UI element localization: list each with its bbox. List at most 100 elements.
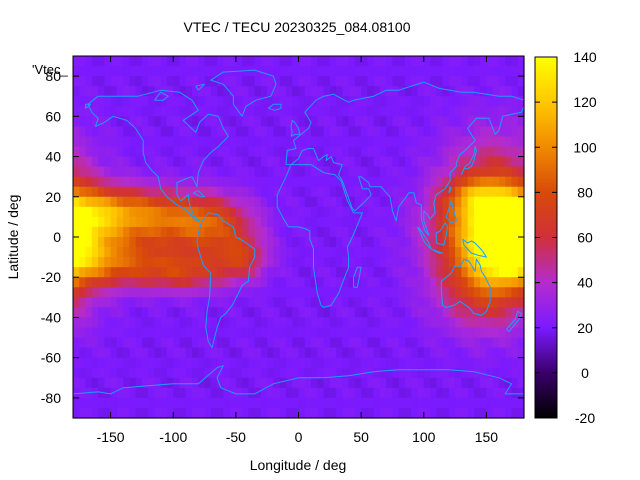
heatmap-cell xyxy=(166,347,174,359)
heatmap-cell xyxy=(473,186,481,198)
heatmap-cell xyxy=(79,106,87,117)
heatmap-cell xyxy=(204,106,212,117)
heatmap-cell xyxy=(348,206,356,218)
heatmap-cell xyxy=(411,86,419,97)
heatmap-cell xyxy=(210,186,218,198)
heatmap-cell xyxy=(73,136,80,148)
heatmap-cell xyxy=(430,76,437,87)
heatmap-cell xyxy=(467,357,475,369)
heatmap-cell xyxy=(98,387,105,399)
heatmap-cell xyxy=(430,287,437,298)
heatmap-cell xyxy=(192,327,199,339)
heatmap-cell xyxy=(254,186,262,198)
heatmap-cell xyxy=(267,267,275,278)
heatmap-cell xyxy=(248,337,256,349)
heatmap-cell xyxy=(342,307,350,319)
heatmap-cell xyxy=(279,206,287,218)
heatmap-cell xyxy=(192,247,199,258)
heatmap-cell xyxy=(85,186,93,198)
heatmap-cell xyxy=(166,367,174,379)
heatmap-cell xyxy=(254,176,262,188)
heatmap-cell xyxy=(323,317,331,329)
heatmap-cell xyxy=(398,76,406,87)
heatmap-cell xyxy=(298,176,306,188)
heatmap-cell xyxy=(423,96,431,107)
heatmap-cell xyxy=(116,66,124,77)
heatmap-cell xyxy=(492,136,500,148)
heatmap-cell xyxy=(129,226,137,238)
heatmap-cell xyxy=(123,237,130,248)
heatmap-cell xyxy=(329,317,337,329)
heatmap-cell xyxy=(430,317,437,329)
heatmap-cell xyxy=(298,216,306,228)
heatmap-cell xyxy=(348,116,356,127)
heatmap-cell xyxy=(367,377,375,389)
heatmap-cell xyxy=(323,146,331,158)
heatmap-cell xyxy=(323,337,331,349)
heatmap-cell xyxy=(123,106,130,117)
heatmap-cell xyxy=(505,176,513,188)
heatmap-cell xyxy=(442,206,450,218)
heatmap-cell xyxy=(104,156,112,168)
heatmap-cell xyxy=(455,106,462,117)
heatmap-cell xyxy=(473,237,481,248)
heatmap-cell xyxy=(235,237,243,248)
heatmap-cell xyxy=(116,347,124,359)
heatmap-cell xyxy=(217,156,224,168)
heatmap-cell xyxy=(436,407,444,419)
heatmap-cell xyxy=(91,397,99,409)
heatmap-cell xyxy=(223,397,231,409)
heatmap-cell xyxy=(455,287,462,298)
heatmap-cell xyxy=(386,257,394,268)
heatmap-cell xyxy=(498,297,506,308)
heatmap-cell xyxy=(498,126,506,138)
heatmap-cell xyxy=(110,247,118,258)
heatmap-cell xyxy=(192,206,199,218)
heatmap-cell xyxy=(154,126,162,138)
heatmap-cell xyxy=(367,257,375,268)
heatmap-cell xyxy=(480,237,488,248)
heatmap-cell xyxy=(185,126,193,138)
heatmap-cell xyxy=(192,407,199,419)
heatmap-cell xyxy=(273,367,281,379)
heatmap-cell xyxy=(298,327,306,339)
heatmap-cell xyxy=(235,126,243,138)
heatmap-cell xyxy=(417,126,425,138)
heatmap-cell xyxy=(160,116,168,127)
heatmap-cell xyxy=(423,176,431,188)
heatmap-cell xyxy=(480,156,488,168)
heatmap-cell xyxy=(361,156,368,168)
heatmap-cell xyxy=(423,257,431,268)
heatmap-cell xyxy=(242,186,249,198)
heatmap-cell xyxy=(342,317,350,329)
heatmap-cell xyxy=(311,257,318,268)
heatmap-cell xyxy=(79,136,87,148)
heatmap-cell xyxy=(448,76,456,87)
heatmap-cell xyxy=(379,126,387,138)
heatmap-cell xyxy=(217,136,224,148)
heatmap-cell xyxy=(448,397,456,409)
heatmap-cell xyxy=(185,186,193,198)
heatmap-cell xyxy=(455,327,462,339)
heatmap-cell xyxy=(166,387,174,399)
heatmap-cell xyxy=(148,307,156,319)
heatmap-cell xyxy=(505,317,513,329)
heatmap-cell xyxy=(123,267,130,278)
heatmap-cell xyxy=(116,206,124,218)
heatmap-cell xyxy=(260,397,268,409)
heatmap-cell xyxy=(411,56,419,67)
heatmap-cell xyxy=(235,156,243,168)
heatmap-cell xyxy=(160,156,168,168)
heatmap-cell xyxy=(79,96,87,107)
heatmap-cell xyxy=(517,226,525,238)
heatmap-cell xyxy=(311,407,318,419)
heatmap-cell xyxy=(342,237,350,248)
heatmap-cell xyxy=(229,116,237,127)
heatmap-cell xyxy=(348,196,356,208)
heatmap-cell xyxy=(404,186,412,198)
heatmap-cell xyxy=(229,327,237,339)
heatmap-cell xyxy=(85,247,93,258)
heatmap-cell xyxy=(116,186,124,198)
heatmap-cell xyxy=(323,347,331,359)
heatmap-cell xyxy=(98,297,105,308)
